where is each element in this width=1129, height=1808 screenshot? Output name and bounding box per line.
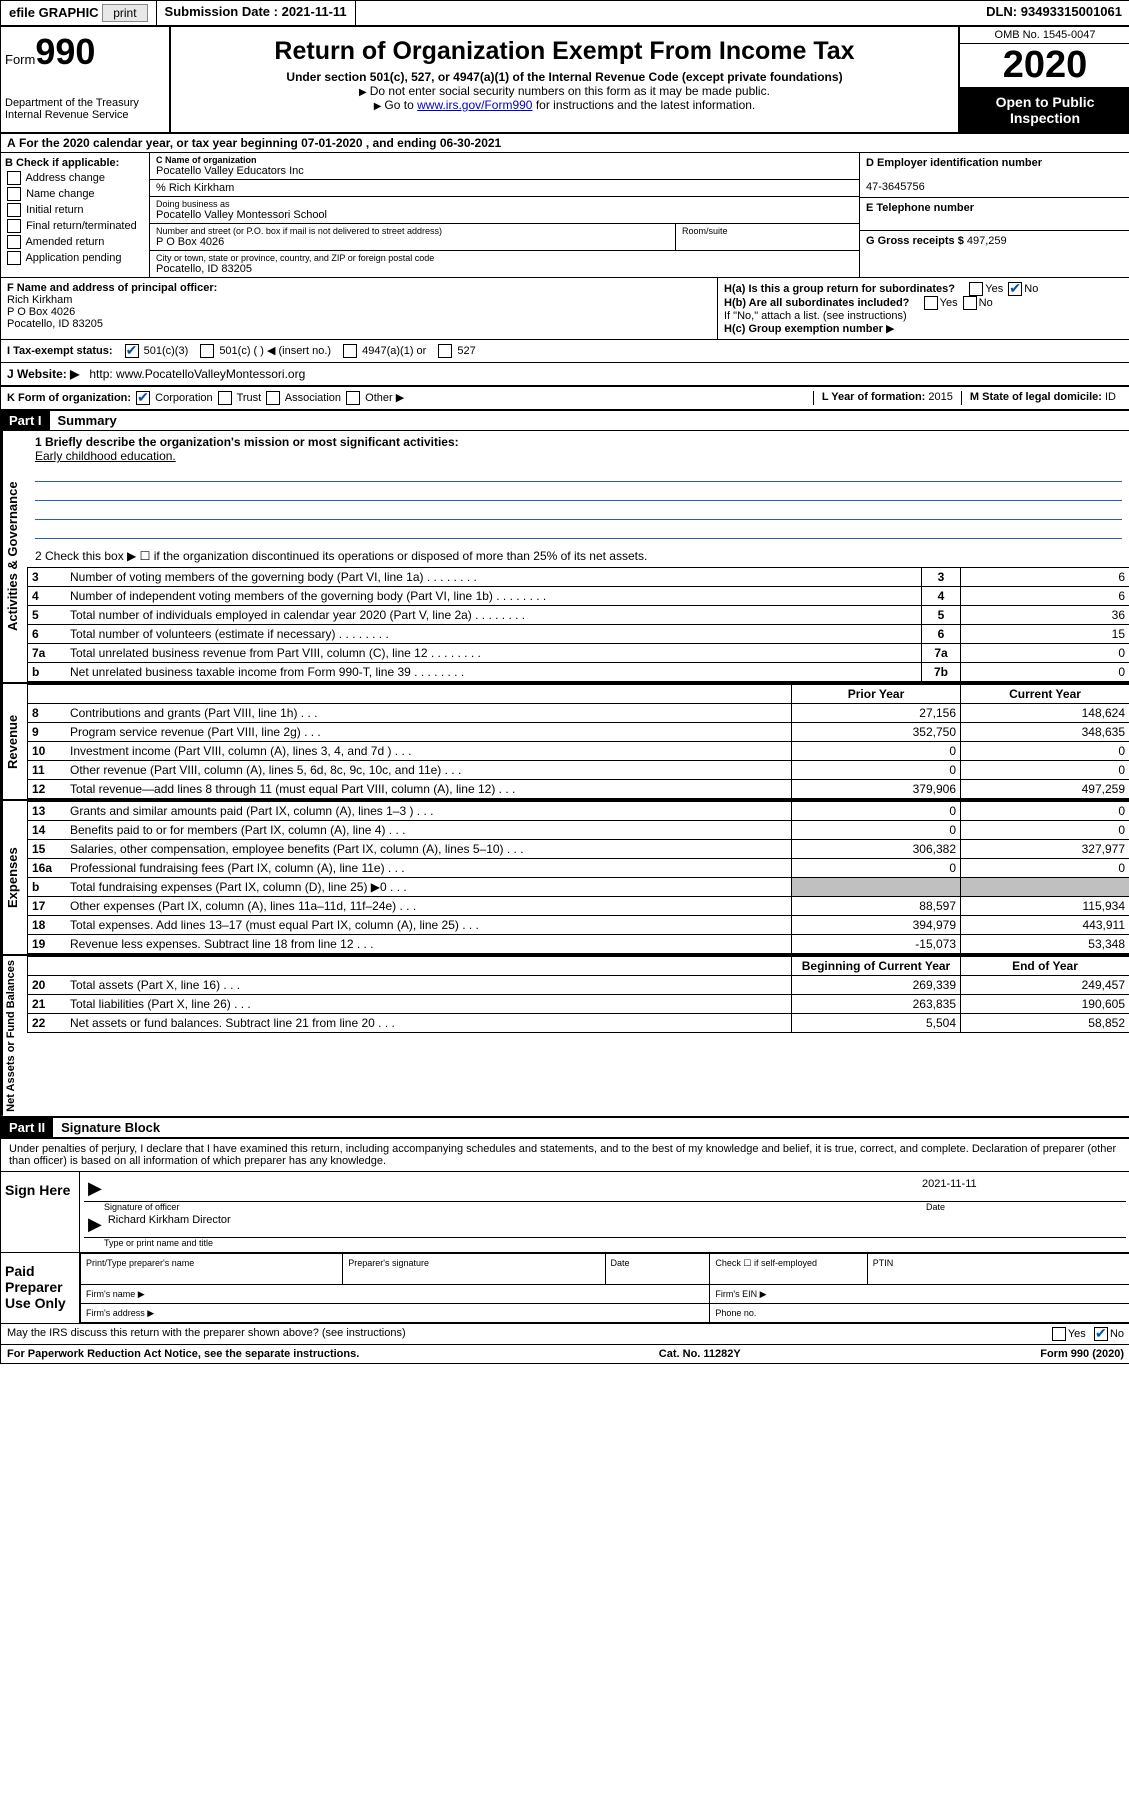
sign-here-label: Sign Here [1,1172,80,1252]
arrow-icon: ▶ [88,1214,102,1235]
cb-initial-return[interactable]: Initial return [5,203,145,217]
governance-table: 3 Number of voting members of the govern… [27,567,1129,682]
table-row: 22 Net assets or fund balances. Subtract… [28,1014,1129,1033]
table-row: 9 Program service revenue (Part VIII, li… [28,723,1129,742]
header-right: OMB No. 1545-0047 2020 Open to Public In… [958,27,1129,132]
efile-label: efile GRAPHIC print [1,1,157,25]
section-b-checkboxes: B Check if applicable: Address change Na… [1,153,150,277]
part-2-header: Part II Signature Block [1,1118,1129,1138]
top-bar: efile GRAPHIC print Submission Date : 20… [1,1,1129,27]
table-row: 15 Salaries, other compensation, employe… [28,840,1129,859]
section-f-officer: F Name and address of principal officer:… [1,278,718,339]
form-990-page: efile GRAPHIC print Submission Date : 20… [0,0,1129,1364]
vert-label-governance: Activities & Governance [1,431,27,682]
header-left: Form990 Department of the Treasury Inter… [1,27,171,132]
section-d-ein: D Employer identification number 47-3645… [859,153,1129,277]
revenue-table: Prior Year Current Year 8 Contributions … [27,684,1129,799]
signature-block: Under penalties of perjury, I declare th… [1,1138,1129,1323]
section-c-name-address: C Name of organization Pocatello Valley … [150,153,859,277]
line-2-checkbox: 2 Check this box ▶ ☐ if the organization… [27,545,1129,567]
row-j-website: J Website: ▶ http: www.PocatelloValleyMo… [1,363,1129,387]
cb-app-pending[interactable]: Application pending [5,251,145,265]
paid-preparer-label: Paid Preparer Use Only [1,1253,80,1323]
table-row: 21 Total liabilities (Part X, line 26) .… [28,995,1129,1014]
table-row: 5 Total number of individuals employed i… [28,606,1129,625]
arrow-icon: ▶ [88,1178,102,1199]
section-f-h: F Name and address of principal officer:… [1,278,1129,340]
table-row: 8 Contributions and grants (Part VIII, l… [28,704,1129,723]
cb-name-change[interactable]: Name change [5,187,145,201]
print-button[interactable]: print [102,4,147,22]
cb-final-return[interactable]: Final return/terminated [5,219,145,233]
table-row: 11 Other revenue (Part VIII, column (A),… [28,761,1129,780]
submission-date: Submission Date : 2021-11-11 [157,1,356,25]
table-row: 19 Revenue less expenses. Subtract line … [28,935,1129,954]
line-1-mission: 1 Briefly describe the organization's mi… [27,431,1129,545]
irs-link[interactable]: www.irs.gov/Form990 [417,98,532,112]
table-row: 17 Other expenses (Part IX, column (A), … [28,897,1129,916]
net-assets-table: Beginning of Current Year End of Year 20… [27,956,1129,1033]
expenses-table: 13 Grants and similar amounts paid (Part… [27,801,1129,954]
row-k-org-form: K Form of organization: Corporation Trus… [1,387,1129,411]
form-title: Return of Organization Exempt From Incom… [181,37,948,66]
table-row: 4 Number of independent voting members o… [28,587,1129,606]
part-1-header: Part I Summary [1,411,1129,431]
preparer-table: Print/Type preparer's name Preparer's si… [80,1253,1129,1323]
cb-amended[interactable]: Amended return [5,235,145,249]
table-row: 10 Investment income (Part VIII, column … [28,742,1129,761]
table-row: b Total fundraising expenses (Part IX, c… [28,878,1129,897]
table-row: 3 Number of voting members of the govern… [28,568,1129,587]
table-row: 20 Total assets (Part X, line 16) . . . … [28,976,1129,995]
form-header: Form990 Department of the Treasury Inter… [1,27,1129,134]
table-row: 6 Total number of volunteers (estimate i… [28,625,1129,644]
cb-address-change[interactable]: Address change [5,171,145,185]
footer-bottom: For Paperwork Reduction Act Notice, see … [1,1344,1129,1363]
table-row: b Net unrelated business taxable income … [28,663,1129,682]
row-i-tax-status: I Tax-exempt status: 501(c)(3) 501(c) ( … [1,340,1129,363]
table-row: 16a Professional fundraising fees (Part … [28,859,1129,878]
dln: DLN: 93493315001061 [978,1,1129,25]
vert-label-revenue: Revenue [1,684,27,799]
section-identity: B Check if applicable: Address change Na… [1,153,1129,278]
section-h-group: H(a) Is this a group return for subordin… [718,278,1129,339]
table-row: 14 Benefits paid to or for members (Part… [28,821,1129,840]
vert-label-net-assets: Net Assets or Fund Balances [1,956,27,1116]
footer-discuss: May the IRS discuss this return with the… [1,1323,1129,1344]
table-row: 18 Total expenses. Add lines 13–17 (must… [28,916,1129,935]
table-row: 7a Total unrelated business revenue from… [28,644,1129,663]
table-row: 13 Grants and similar amounts paid (Part… [28,802,1129,821]
header-title-block: Return of Organization Exempt From Incom… [171,27,958,132]
vert-label-expenses: Expenses [1,801,27,954]
table-row: 12 Total revenue—add lines 8 through 11 … [28,780,1129,799]
row-a-tax-year: A For the 2020 calendar year, or tax yea… [1,134,1129,153]
